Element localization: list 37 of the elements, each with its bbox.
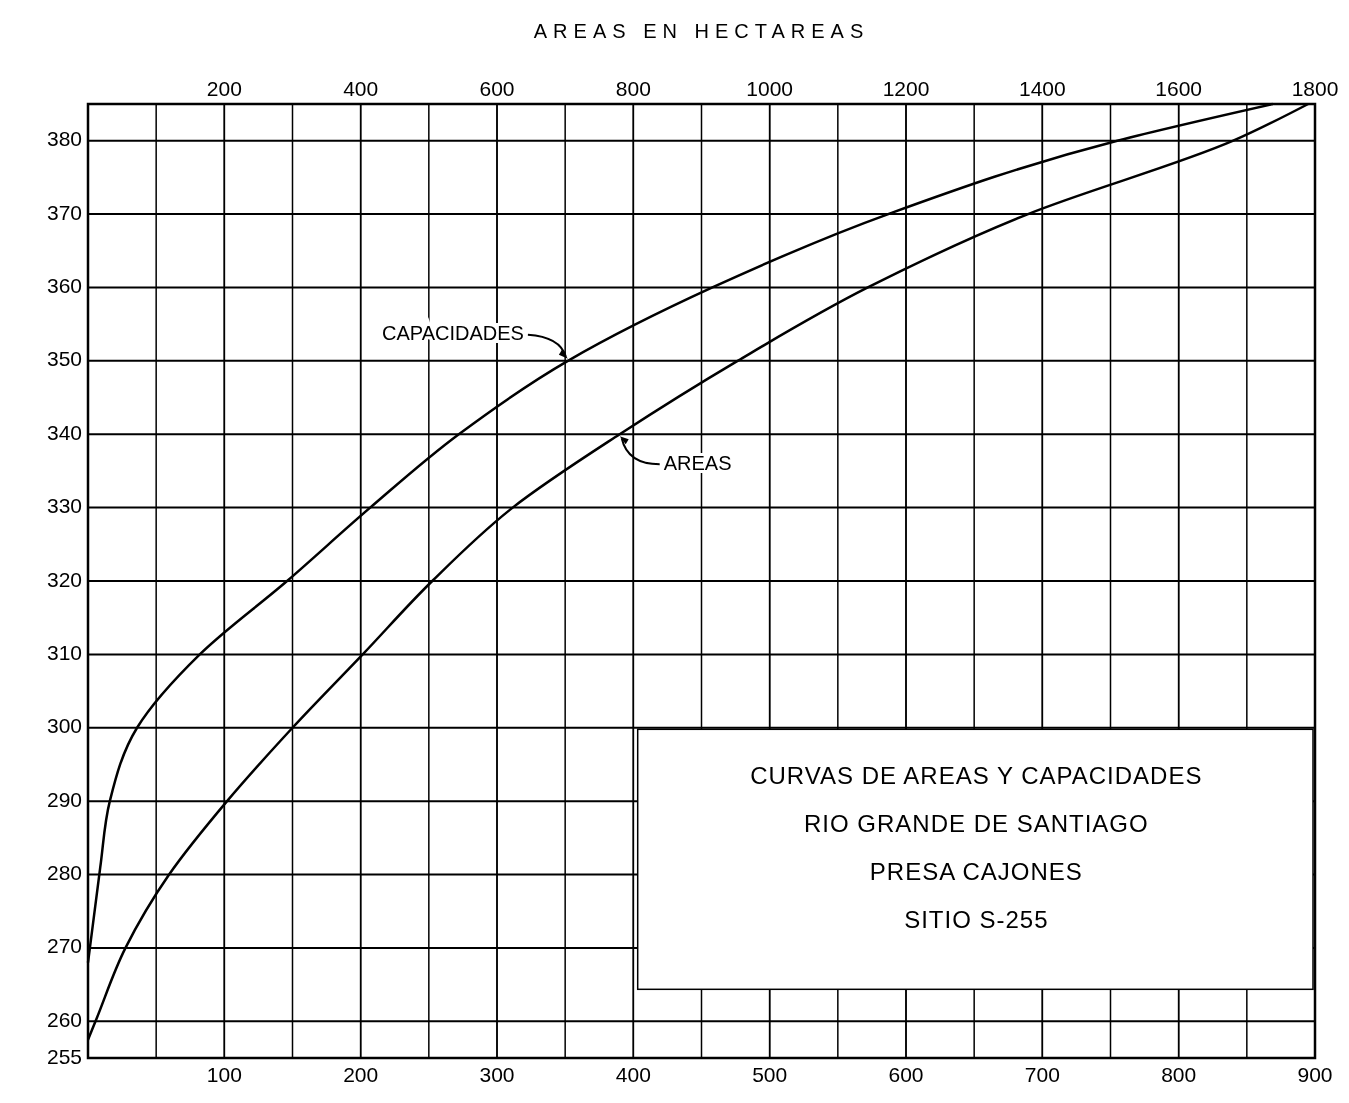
x2-tick-label: 600	[479, 77, 515, 100]
x-tick-label: 400	[615, 1063, 651, 1086]
x-tick-label: 500	[752, 1063, 788, 1086]
y-tick-label: 300	[46, 714, 82, 738]
y-tick-label: 310	[46, 640, 82, 664]
x2-tick-label: 400	[343, 77, 379, 100]
text: CURVAS DE AREAS Y CAPACIDADES	[750, 762, 1203, 790]
x-tick-label: 200	[343, 1063, 379, 1086]
y-tick-label: 255	[46, 1044, 82, 1068]
y-tick-label: 330	[46, 494, 82, 518]
x2-tick-label: 200	[206, 77, 242, 100]
x-tick-label: 300	[479, 1063, 515, 1086]
text: RIO GRANDE DE SANTIAGO	[803, 810, 1149, 838]
x2-tick-label: 1800	[1291, 77, 1339, 100]
x2-tick-label: 1000	[746, 77, 794, 100]
x-tick-label: 700	[1024, 1063, 1060, 1086]
x2-tick-label: 1400	[1018, 77, 1066, 100]
x2-axis-title: AREAS EN HECTAREAS	[533, 20, 870, 42]
y-tick-label: 360	[46, 274, 82, 298]
x2-tick-label: 1200	[882, 77, 930, 100]
x-tick-label: 100	[206, 1063, 242, 1086]
y-tick-label: 370	[46, 200, 82, 224]
x-tick-label: 900	[1297, 1063, 1333, 1086]
y-tick-label: 320	[46, 567, 82, 591]
y-tick-label: 380	[46, 127, 82, 151]
annotation: PRESA CAJONES	[869, 858, 1083, 886]
y-tick-label: 350	[46, 347, 82, 371]
y-tick-label: 290	[46, 787, 82, 811]
y-tick-label: 260	[46, 1007, 82, 1031]
x2-tick-label: 1600	[1155, 77, 1203, 100]
x-tick-label: 800	[1161, 1063, 1197, 1086]
annotation: SITIO S-255	[904, 906, 1049, 934]
x2-tick-label: 800	[615, 77, 651, 100]
x-tick-label: 600	[888, 1063, 924, 1086]
y-tick-label: 340	[46, 420, 82, 444]
y-tick-label: 280	[46, 861, 82, 885]
y-tick-label: 270	[46, 934, 82, 958]
